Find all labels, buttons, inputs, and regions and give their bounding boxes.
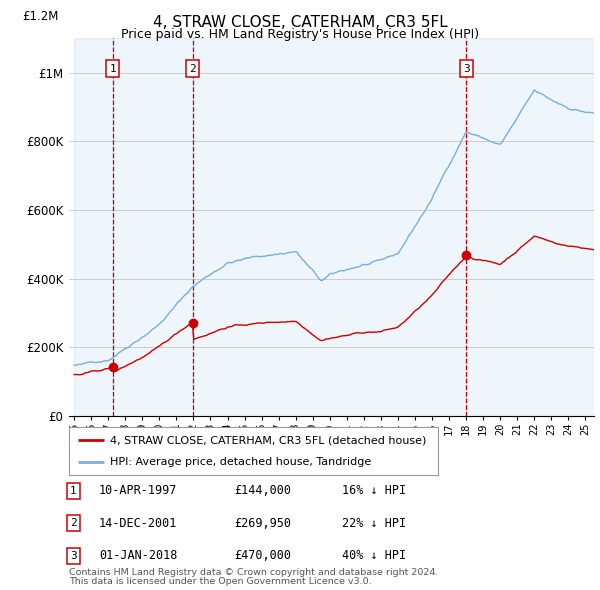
Text: 22% ↓ HPI: 22% ↓ HPI — [342, 517, 406, 530]
Text: £1.2M: £1.2M — [22, 10, 59, 23]
Text: 3: 3 — [463, 64, 470, 74]
Text: £269,950: £269,950 — [234, 517, 291, 530]
Text: 4, STRAW CLOSE, CATERHAM, CR3 5FL: 4, STRAW CLOSE, CATERHAM, CR3 5FL — [152, 15, 448, 30]
Text: £470,000: £470,000 — [234, 549, 291, 562]
Bar — [74, 38, 113, 416]
Bar — [466, 38, 594, 416]
Text: 3: 3 — [70, 551, 77, 560]
Text: 10-APR-1997: 10-APR-1997 — [99, 484, 178, 497]
Text: HPI: Average price, detached house, Tandridge: HPI: Average price, detached house, Tand… — [110, 457, 371, 467]
Text: 4, STRAW CLOSE, CATERHAM, CR3 5FL (detached house): 4, STRAW CLOSE, CATERHAM, CR3 5FL (detac… — [110, 435, 426, 445]
Text: 40% ↓ HPI: 40% ↓ HPI — [342, 549, 406, 562]
Text: This data is licensed under the Open Government Licence v3.0.: This data is licensed under the Open Gov… — [69, 578, 371, 586]
Text: 14-DEC-2001: 14-DEC-2001 — [99, 517, 178, 530]
Bar — [193, 38, 466, 416]
Text: Price paid vs. HM Land Registry's House Price Index (HPI): Price paid vs. HM Land Registry's House … — [121, 28, 479, 41]
Text: 2: 2 — [190, 64, 196, 74]
Text: £144,000: £144,000 — [234, 484, 291, 497]
Text: 01-JAN-2018: 01-JAN-2018 — [99, 549, 178, 562]
Text: 2: 2 — [70, 519, 77, 528]
Text: 1: 1 — [110, 64, 116, 74]
Text: Contains HM Land Registry data © Crown copyright and database right 2024.: Contains HM Land Registry data © Crown c… — [69, 568, 439, 577]
Text: 1: 1 — [70, 486, 77, 496]
Bar — [113, 38, 193, 416]
Text: 16% ↓ HPI: 16% ↓ HPI — [342, 484, 406, 497]
